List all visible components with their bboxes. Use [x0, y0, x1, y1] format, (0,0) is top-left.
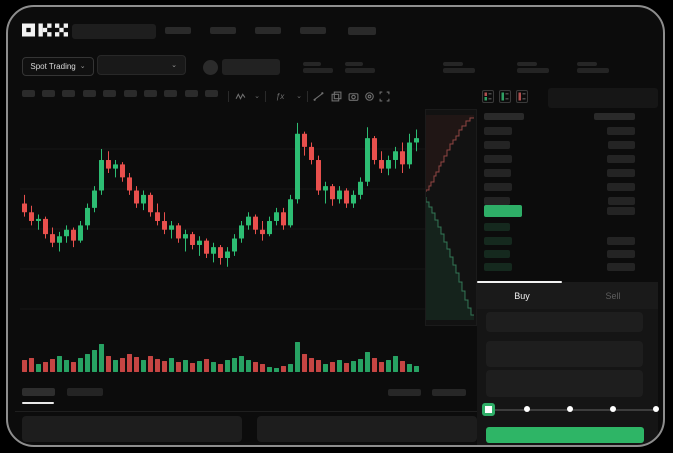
bid-amount-placeholder[interactable]	[607, 237, 635, 245]
stat-value-placeholder	[443, 68, 475, 73]
bottom-action-placeholder[interactable]	[432, 389, 466, 396]
stat-value-placeholder	[345, 68, 375, 73]
open-orders-panel-placeholder	[22, 416, 242, 442]
chevron-down-icon: ⌄	[171, 61, 177, 69]
interval-button-placeholder[interactable]	[22, 90, 35, 97]
buy-submit-button[interactable]	[486, 427, 644, 443]
orderbook-buy-view-icon[interactable]	[499, 90, 511, 103]
slider-stop-dot[interactable]	[653, 406, 659, 412]
slider-stop-dot[interactable]	[610, 406, 616, 412]
slider-stop-dot[interactable]	[524, 406, 530, 412]
ask-price-placeholder[interactable]	[484, 141, 510, 149]
ask-amount-placeholder[interactable]	[608, 141, 635, 149]
bottom-active-tab-indicator	[22, 402, 54, 404]
toolbar-divider	[228, 91, 229, 102]
bid-amount-placeholder[interactable]	[607, 250, 635, 258]
stat-label-placeholder	[577, 62, 597, 66]
total-input-placeholder[interactable]	[486, 370, 643, 397]
interval-button-placeholder[interactable]	[42, 90, 55, 97]
interval-button-placeholder[interactable]	[205, 90, 218, 97]
indicators-icon[interactable]: ƒx	[275, 91, 285, 101]
ask-amount-placeholder[interactable]	[607, 127, 635, 135]
slider-stop-dot[interactable]	[567, 406, 573, 412]
market-mode-selector[interactable]: Spot Trading ⌄	[22, 57, 94, 76]
toolbar-divider	[307, 91, 308, 102]
bid-amount-placeholder[interactable]	[607, 263, 635, 271]
compare-icon[interactable]	[330, 90, 342, 102]
stat-label-placeholder	[345, 62, 363, 66]
stat-label-placeholder	[443, 62, 463, 66]
interval-button-placeholder[interactable]	[164, 90, 177, 97]
nav-item-placeholder[interactable]	[300, 27, 326, 34]
okx-logo[interactable]	[22, 22, 68, 38]
ask-price-placeholder[interactable]	[484, 127, 512, 135]
stat-label-placeholder	[303, 62, 321, 66]
nav-item-placeholder[interactable]	[348, 27, 376, 35]
ask-price-placeholder[interactable]	[484, 197, 510, 205]
interval-button-placeholder[interactable]	[144, 90, 157, 97]
interval-button-placeholder[interactable]	[185, 90, 198, 97]
camera-icon[interactable]	[347, 90, 359, 102]
orderbook-header-placeholder[interactable]	[484, 113, 524, 120]
ask-price-placeholder[interactable]	[484, 169, 511, 177]
fullscreen-icon[interactable]	[378, 90, 390, 102]
chevron-down-icon: ⌄	[79, 63, 86, 70]
nav-item-placeholder[interactable]	[255, 27, 281, 34]
amount-input-placeholder[interactable]	[486, 341, 643, 367]
order-history-panel-placeholder	[257, 416, 477, 442]
interval-button-placeholder[interactable]	[83, 90, 96, 97]
orderbook-header-placeholder[interactable]	[594, 113, 635, 120]
ask-price-placeholder[interactable]	[484, 155, 512, 163]
tab-sell[interactable]: Sell	[605, 290, 621, 301]
candlestick-chart[interactable]	[20, 108, 425, 376]
ask-amount-placeholder[interactable]	[607, 183, 635, 191]
slider-handle[interactable]	[482, 403, 495, 416]
bid-price-placeholder[interactable]	[484, 223, 510, 231]
chart-type-icon[interactable]	[234, 90, 246, 102]
ask-amount-placeholder[interactable]	[608, 197, 635, 205]
stat-value-placeholder	[577, 68, 609, 73]
nav-item-placeholder[interactable]	[165, 27, 191, 34]
market-mode-label: Spot Trading	[30, 62, 76, 71]
right-toolbar-placeholder	[548, 88, 658, 108]
trendline-icon[interactable]	[312, 90, 324, 102]
chevron-down-icon[interactable]: ⌄	[296, 93, 302, 100]
bottom-action-placeholder[interactable]	[388, 389, 421, 396]
chevron-down-icon[interactable]: ⌄	[254, 93, 260, 100]
pair-dropdown[interactable]: ⌄	[97, 55, 186, 75]
pair-name-placeholder	[222, 59, 280, 75]
stat-value-placeholder	[517, 68, 549, 73]
coin-avatar	[203, 60, 218, 75]
order-form-tabbar: Buy Sell	[477, 281, 658, 309]
bid-price-placeholder[interactable]	[484, 263, 512, 271]
interval-button-placeholder[interactable]	[103, 90, 116, 97]
order-form	[477, 309, 659, 447]
toolbar-divider	[265, 91, 266, 102]
bid-price-placeholder[interactable]	[484, 250, 510, 258]
bottom-divider	[15, 411, 477, 412]
settings-icon[interactable]	[363, 90, 375, 102]
app-window: Spot Trading ⌄ ⌄ ⌄ ƒx ⌄	[6, 5, 665, 447]
depth-chart[interactable]	[425, 109, 477, 326]
ask-amount-placeholder[interactable]	[607, 155, 635, 163]
interval-button-placeholder[interactable]	[62, 90, 75, 97]
last-amount-placeholder[interactable]	[607, 207, 635, 215]
ask-price-placeholder[interactable]	[484, 183, 512, 191]
last-price-highlight[interactable]	[484, 205, 522, 217]
bottom-tab-placeholder[interactable]	[67, 388, 103, 396]
stat-label-placeholder	[517, 62, 537, 66]
header-search-placeholder[interactable]	[72, 24, 156, 39]
tab-buy[interactable]: Buy	[514, 290, 530, 301]
bottom-tab-placeholder-active[interactable]	[22, 388, 55, 396]
stat-value-placeholder	[303, 68, 333, 73]
orderbook-split-view-icon[interactable]	[482, 90, 494, 103]
ask-amount-placeholder[interactable]	[607, 169, 635, 177]
orderbook-sell-view-icon[interactable]	[516, 90, 528, 103]
price-input-placeholder[interactable]	[486, 312, 643, 332]
bid-price-placeholder[interactable]	[484, 237, 512, 245]
nav-item-placeholder[interactable]	[210, 27, 236, 34]
interval-button-placeholder[interactable]	[124, 90, 137, 97]
active-tab-indicator	[477, 281, 562, 283]
